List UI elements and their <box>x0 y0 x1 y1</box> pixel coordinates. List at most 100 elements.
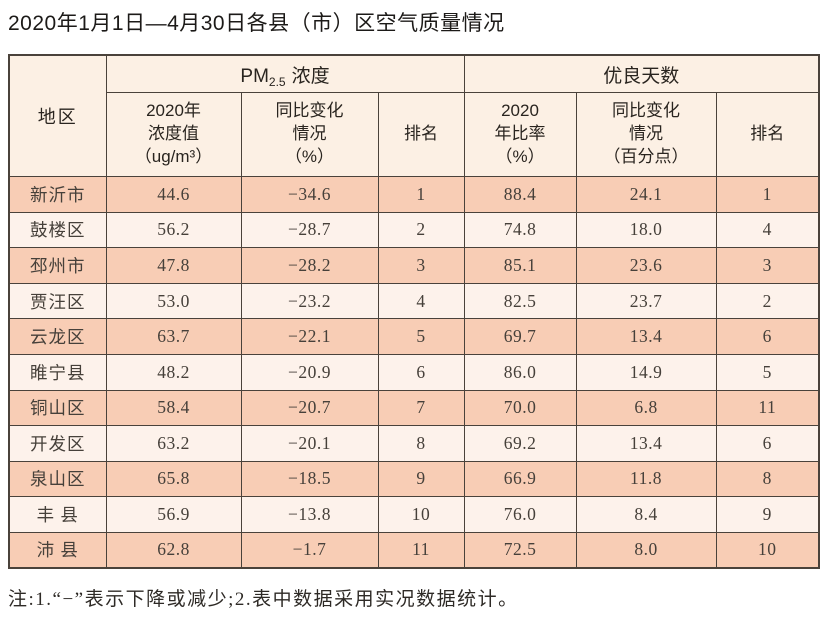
region-cell: 泉山区 <box>8 460 107 498</box>
pm25-value-cell: 63.2 <box>105 425 242 462</box>
pm25-rank-cell: 2 <box>377 211 465 249</box>
pm25-change-cell: −13.8 <box>240 496 379 533</box>
good-change-cell: 13.4 <box>575 318 717 355</box>
region-cell: 邳州市 <box>8 247 107 284</box>
region-cell: 睢宁县 <box>8 353 107 391</box>
table-header: 地区 PM2.5 浓度 优良天数 2020年 浓度值 （ug/m³） 同比变化 情… <box>8 54 820 177</box>
region-cell: 开发区 <box>8 425 107 462</box>
header-good-change: 同比变化 情况 （百分点） <box>575 91 717 177</box>
table-header-row-groups: 地区 PM2.5 浓度 优良天数 <box>8 54 820 177</box>
pm25-value-cell: 65.8 <box>105 460 242 498</box>
table-row: 邳州市 47.8 −28.2 3 85.1 23.6 3 <box>8 247 820 284</box>
table-row: 丰 县 56.9 −13.8 10 76.0 8.4 9 <box>8 496 820 533</box>
pm25-change-cell: −20.7 <box>240 389 379 427</box>
pm25-rank-cell: 1 <box>377 175 465 213</box>
good-rank-cell: 1 <box>715 175 820 213</box>
region-cell: 云龙区 <box>8 318 107 355</box>
pm25-value-cell: 47.8 <box>105 247 242 284</box>
table-header-row-subs: 2020年 浓度值 （ug/m³） 同比变化 情况 （%） 排名 2020 年比… <box>9 91 820 177</box>
region-cell: 丰 县 <box>8 496 107 533</box>
pm25-change-cell: −23.2 <box>240 282 379 320</box>
region-cell: 鼓楼区 <box>8 211 107 249</box>
region-cell: 新沂市 <box>8 175 107 213</box>
header-good-rate: 2020 年比率 （%） <box>463 91 577 177</box>
good-rank-cell: 3 <box>715 247 820 284</box>
pm25-base: PM <box>240 65 269 87</box>
footnote: 注:1.“−”表示下降或减少;2.表中数据采用实况数据统计。 <box>8 588 519 610</box>
pm25-rank-cell: 8 <box>377 425 465 462</box>
pm25-rank-cell: 5 <box>377 318 465 355</box>
pm25-subscript: 2.5 <box>268 74 286 89</box>
good-rate-cell: 70.0 <box>463 389 577 427</box>
table-row: 贾汪区 53.0 −23.2 4 82.5 23.7 2 <box>8 282 820 320</box>
region-cell: 铜山区 <box>8 389 107 427</box>
good-change-cell: 13.4 <box>575 425 717 462</box>
header-region: 地区 <box>8 54 107 177</box>
good-rate-cell: 76.0 <box>463 496 577 533</box>
header-group-pm25: PM2.5 浓度 <box>105 54 465 93</box>
good-change-cell: 6.8 <box>575 389 717 427</box>
good-change-cell: 23.7 <box>575 282 717 320</box>
good-rank-cell: 9 <box>715 496 820 533</box>
pm25-rank-cell: 7 <box>377 389 465 427</box>
table-row: 开发区 63.2 −20.1 8 69.2 13.4 6 <box>8 425 820 462</box>
pm25-change-cell: −28.7 <box>240 211 379 249</box>
pm25-rank-cell: 10 <box>377 496 465 533</box>
table-row: 新沂市 44.6 −34.6 1 88.4 24.1 1 <box>8 175 820 213</box>
good-rate-cell: 85.1 <box>463 247 577 284</box>
pm25-change-cell: −28.2 <box>240 247 379 284</box>
air-quality-table: 地区 PM2.5 浓度 优良天数 2020年 浓度值 （ug/m³） 同比变化 情… <box>8 54 821 569</box>
good-change-cell: 8.0 <box>575 531 717 569</box>
pm25-value-cell: 62.8 <box>105 531 242 569</box>
pm25-change-cell: −1.7 <box>240 531 379 569</box>
good-rank-cell: 10 <box>715 531 820 569</box>
good-change-cell: 24.1 <box>575 175 717 213</box>
table-row: 鼓楼区 56.2 −28.7 2 74.8 18.0 4 <box>8 211 820 249</box>
good-change-cell: 14.9 <box>575 353 717 391</box>
good-change-cell: 18.0 <box>575 211 717 249</box>
pm25-value-cell: 44.6 <box>105 175 242 213</box>
good-rank-cell: 6 <box>715 425 820 462</box>
pm25-change-cell: −34.6 <box>240 175 379 213</box>
table-row: 睢宁县 48.2 −20.9 6 86.0 14.9 5 <box>8 353 820 391</box>
pm25-change-cell: −22.1 <box>240 318 379 355</box>
header-pm25-change: 同比变化 情况 （%） <box>240 91 379 177</box>
header-pm25-rank: 排名 <box>377 91 465 177</box>
good-change-cell: 8.4 <box>575 496 717 533</box>
pm25-value-cell: 56.9 <box>105 496 242 533</box>
pm25-rank-cell: 4 <box>377 282 465 320</box>
good-rate-cell: 74.8 <box>463 211 577 249</box>
pm25-value-cell: 58.4 <box>105 389 242 427</box>
table-row: 沛 县 62.8 −1.7 11 72.5 8.0 10 <box>8 531 820 569</box>
header-good-rank: 排名 <box>715 91 820 177</box>
pm25-change-cell: −20.9 <box>240 353 379 391</box>
good-rank-cell: 2 <box>715 282 820 320</box>
good-rate-cell: 66.9 <box>463 460 577 498</box>
table-body: 新沂市 44.6 −34.6 1 88.4 24.1 1 鼓楼区 56.2 −28.7 2 74.8 1… <box>8 175 820 569</box>
header-group-good-days: 优良天数 <box>463 54 820 93</box>
good-rank-cell: 8 <box>715 460 820 498</box>
good-rank-cell: 6 <box>715 318 820 355</box>
pm25-rank-cell: 11 <box>377 531 465 569</box>
pm25-rank-cell: 6 <box>377 353 465 391</box>
table-row: 云龙区 63.7 −22.1 5 69.7 13.4 6 <box>8 318 820 355</box>
good-rank-cell: 4 <box>715 211 820 249</box>
good-rank-cell: 5 <box>715 353 820 391</box>
pm25-label: 浓度 <box>291 65 330 87</box>
page-title: 2020年1月1日—4月30日各县（市）区空气质量情况 <box>8 12 505 35</box>
pm25-value-cell: 48.2 <box>105 353 242 391</box>
good-change-cell: 23.6 <box>575 247 717 284</box>
pm25-value-cell: 63.7 <box>105 318 242 355</box>
header-pm25-value: 2020年 浓度值 （ug/m³） <box>105 91 242 177</box>
good-rate-cell: 69.7 <box>463 318 577 355</box>
good-rate-cell: 88.4 <box>463 175 577 213</box>
good-rate-cell: 86.0 <box>463 353 577 391</box>
good-rate-cell: 69.2 <box>463 425 577 462</box>
pm25-rank-cell: 3 <box>377 247 465 284</box>
pm25-change-cell: −18.5 <box>240 460 379 498</box>
pm25-value-cell: 56.2 <box>105 211 242 249</box>
pm25-value-cell: 53.0 <box>105 282 242 320</box>
pm25-rank-cell: 9 <box>377 460 465 498</box>
good-rate-cell: 72.5 <box>463 531 577 569</box>
good-rank-cell: 11 <box>715 389 820 427</box>
